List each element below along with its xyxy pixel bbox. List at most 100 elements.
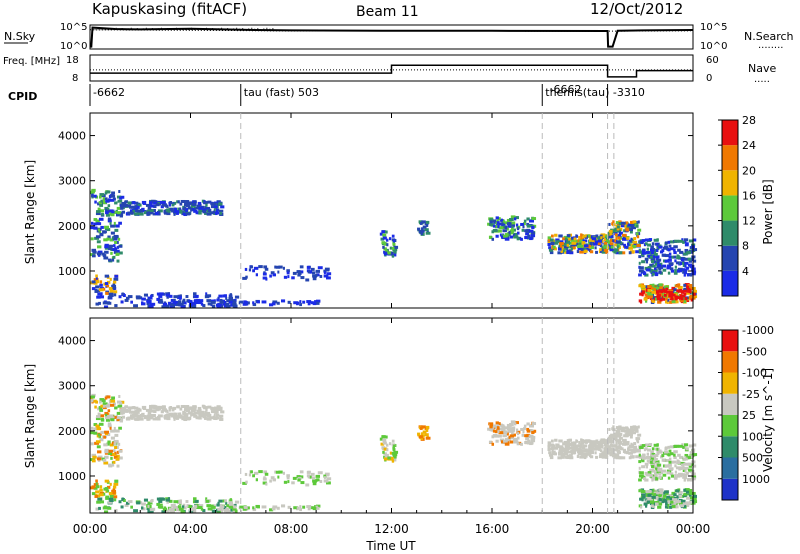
power-cell <box>687 283 693 287</box>
velocity-cell <box>177 405 180 409</box>
velocity-cell <box>177 501 182 505</box>
velocity-cell <box>503 439 508 443</box>
power-cell <box>663 293 667 297</box>
power-cell <box>617 227 623 231</box>
power-cell <box>646 247 650 251</box>
power-y-tick-label: 4000 <box>58 130 86 143</box>
velocity-cell <box>663 494 667 498</box>
power-cell <box>491 230 495 234</box>
power-cell <box>272 300 278 304</box>
power-cell <box>560 249 563 253</box>
power-cell <box>105 213 110 217</box>
velocity-cell <box>647 493 652 497</box>
power-cell <box>684 264 687 268</box>
power-cell <box>625 221 629 225</box>
velocity-cell <box>678 444 683 448</box>
power-cell <box>96 295 101 299</box>
power-cell <box>278 265 283 269</box>
power-cell <box>603 248 609 252</box>
velocity-cell <box>155 408 160 412</box>
velocity-cell <box>113 498 117 502</box>
power-cell <box>107 204 111 208</box>
power-cell <box>131 201 135 205</box>
velocity-cell <box>204 416 207 420</box>
power-cell <box>156 292 161 296</box>
velocity-cell <box>117 404 123 408</box>
power-cell <box>682 299 687 303</box>
velocity-cell <box>118 449 123 453</box>
velocity-cell <box>607 436 611 440</box>
velocity-cell <box>169 412 173 416</box>
power-cell <box>531 225 535 229</box>
velocity-cell <box>114 446 118 450</box>
power-cell <box>692 295 698 299</box>
velocity-cell <box>684 469 687 473</box>
power-cell <box>214 202 217 206</box>
velocity-cell <box>138 417 144 421</box>
velocity-cell <box>160 410 164 414</box>
velocity-cell <box>269 479 272 483</box>
power-cell <box>149 208 155 212</box>
velocity-cell <box>507 429 513 433</box>
power-cell <box>661 249 665 253</box>
frequency-left-tick-top: 18 <box>66 55 79 66</box>
power-cell <box>562 237 566 241</box>
power-cell <box>528 229 534 233</box>
power-cell <box>271 302 276 306</box>
velocity-cell <box>100 430 104 434</box>
power-cell <box>104 245 109 249</box>
power-cell <box>589 250 594 254</box>
power-cell <box>568 237 573 241</box>
power-cell <box>547 236 551 240</box>
velocity-cell <box>106 485 111 489</box>
power-cell <box>298 270 304 274</box>
power-cell <box>113 277 119 281</box>
velocity-cell <box>175 508 181 512</box>
velocity-cell <box>647 497 652 501</box>
velocity-cell <box>550 439 554 443</box>
velocity-cell <box>647 473 651 477</box>
power-cell <box>510 215 516 219</box>
velocity-cell <box>385 443 389 447</box>
power-cell <box>523 222 526 226</box>
power-cell <box>217 302 222 306</box>
power-cell <box>205 292 208 296</box>
velocity-cell <box>650 450 654 454</box>
velocity-cell <box>298 475 304 479</box>
power-cell <box>315 269 321 273</box>
power-colorbar-tick-label: 20 <box>742 164 756 177</box>
power-cell <box>104 250 109 254</box>
velocity-cell <box>611 427 614 431</box>
velocity-cell <box>661 454 665 458</box>
velocity-cell <box>672 460 677 464</box>
velocity-cell <box>299 508 303 512</box>
velocity-cell <box>499 423 503 427</box>
power-cell <box>157 212 161 216</box>
velocity-cell <box>149 407 153 411</box>
power-cell <box>678 239 683 243</box>
power-cell <box>692 259 697 263</box>
power-cell <box>515 223 519 227</box>
power-cell <box>255 273 258 277</box>
power-cell <box>90 226 94 230</box>
velocity-cell <box>671 501 677 505</box>
velocity-cell <box>109 414 114 418</box>
velocity-cell <box>112 460 116 464</box>
power-cell <box>562 243 567 247</box>
velocity-cell <box>584 452 590 456</box>
velocity-cell <box>673 498 678 502</box>
power-cell <box>148 204 154 208</box>
power-cell <box>113 244 116 248</box>
power-cell <box>93 226 98 230</box>
power-cell <box>653 267 657 271</box>
power-cell <box>614 227 620 231</box>
time-tick-label: 00:00 <box>676 522 711 536</box>
velocity-cell <box>666 500 672 504</box>
velocity-cell <box>666 495 671 499</box>
power-cell <box>114 304 118 308</box>
velocity-colorbar-swatch <box>722 415 738 437</box>
power-cell <box>630 220 634 224</box>
power-cell <box>119 214 123 218</box>
power-cell <box>687 273 692 277</box>
velocity-cell <box>198 504 204 508</box>
